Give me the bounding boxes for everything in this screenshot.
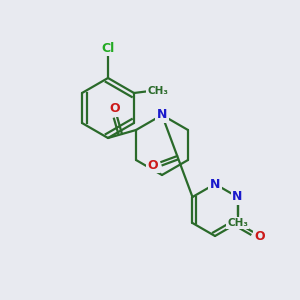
Text: Cl: Cl	[101, 41, 115, 55]
Text: O: O	[110, 103, 120, 116]
Text: N: N	[210, 178, 220, 190]
Text: CH₃: CH₃	[227, 218, 248, 228]
Text: N: N	[157, 109, 167, 122]
Text: O: O	[255, 230, 265, 242]
Text: N: N	[232, 190, 243, 203]
Text: CH₃: CH₃	[148, 86, 169, 96]
Text: O: O	[148, 159, 158, 172]
